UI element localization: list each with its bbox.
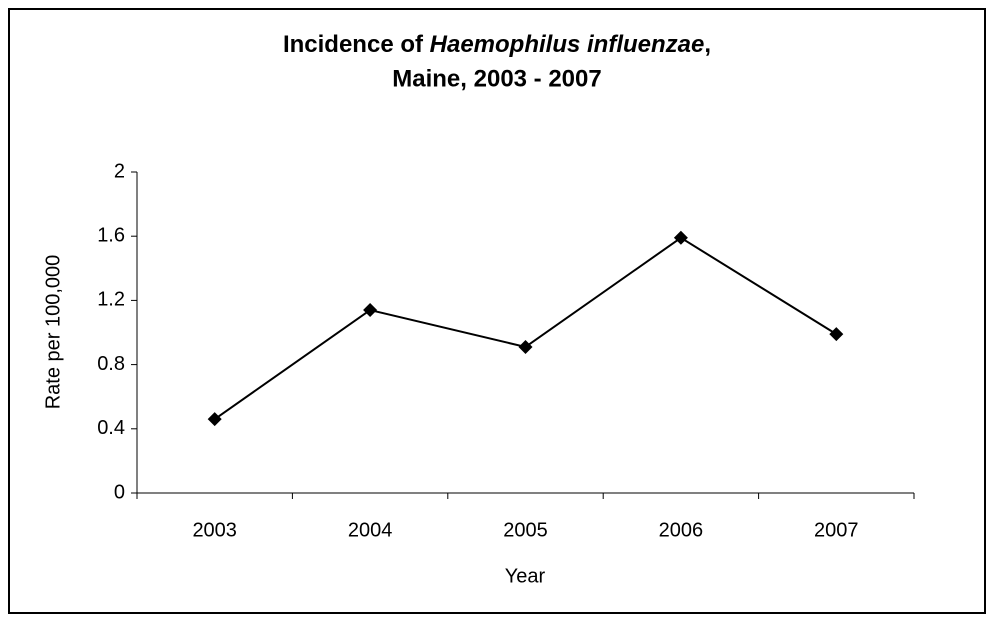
x-tick-label: 2003 — [192, 519, 237, 541]
marker — [673, 230, 688, 245]
title-part: Haemophilus influenzae — [430, 31, 705, 58]
marker — [363, 303, 378, 318]
chart-title: Maine, 2003 - 2007 — [392, 65, 601, 92]
chart-title: Incidence of Haemophilus influenzae, — [283, 31, 711, 58]
marker — [518, 339, 533, 354]
y-tick-label: 0.8 — [97, 353, 125, 375]
title-part: , — [704, 31, 711, 58]
y-tick-label: 1.6 — [97, 224, 125, 246]
x-tick-label: 2005 — [503, 519, 548, 541]
y-tick-label: 0 — [114, 481, 125, 503]
chart-border — [8, 8, 986, 614]
marker — [829, 327, 844, 342]
x-axis-label: Year — [505, 565, 546, 587]
x-tick-label: 2006 — [659, 519, 704, 541]
y-tick-label: 2 — [114, 160, 125, 182]
x-tick-label: 2007 — [814, 519, 859, 541]
y-tick-label: 0.4 — [97, 417, 125, 439]
marker — [207, 412, 222, 427]
x-tick-label: 2004 — [348, 519, 393, 541]
y-tick-label: 1.2 — [97, 289, 125, 311]
title-part: Incidence of — [283, 31, 424, 58]
y-axis-label: Rate per 100,000 — [42, 255, 64, 410]
